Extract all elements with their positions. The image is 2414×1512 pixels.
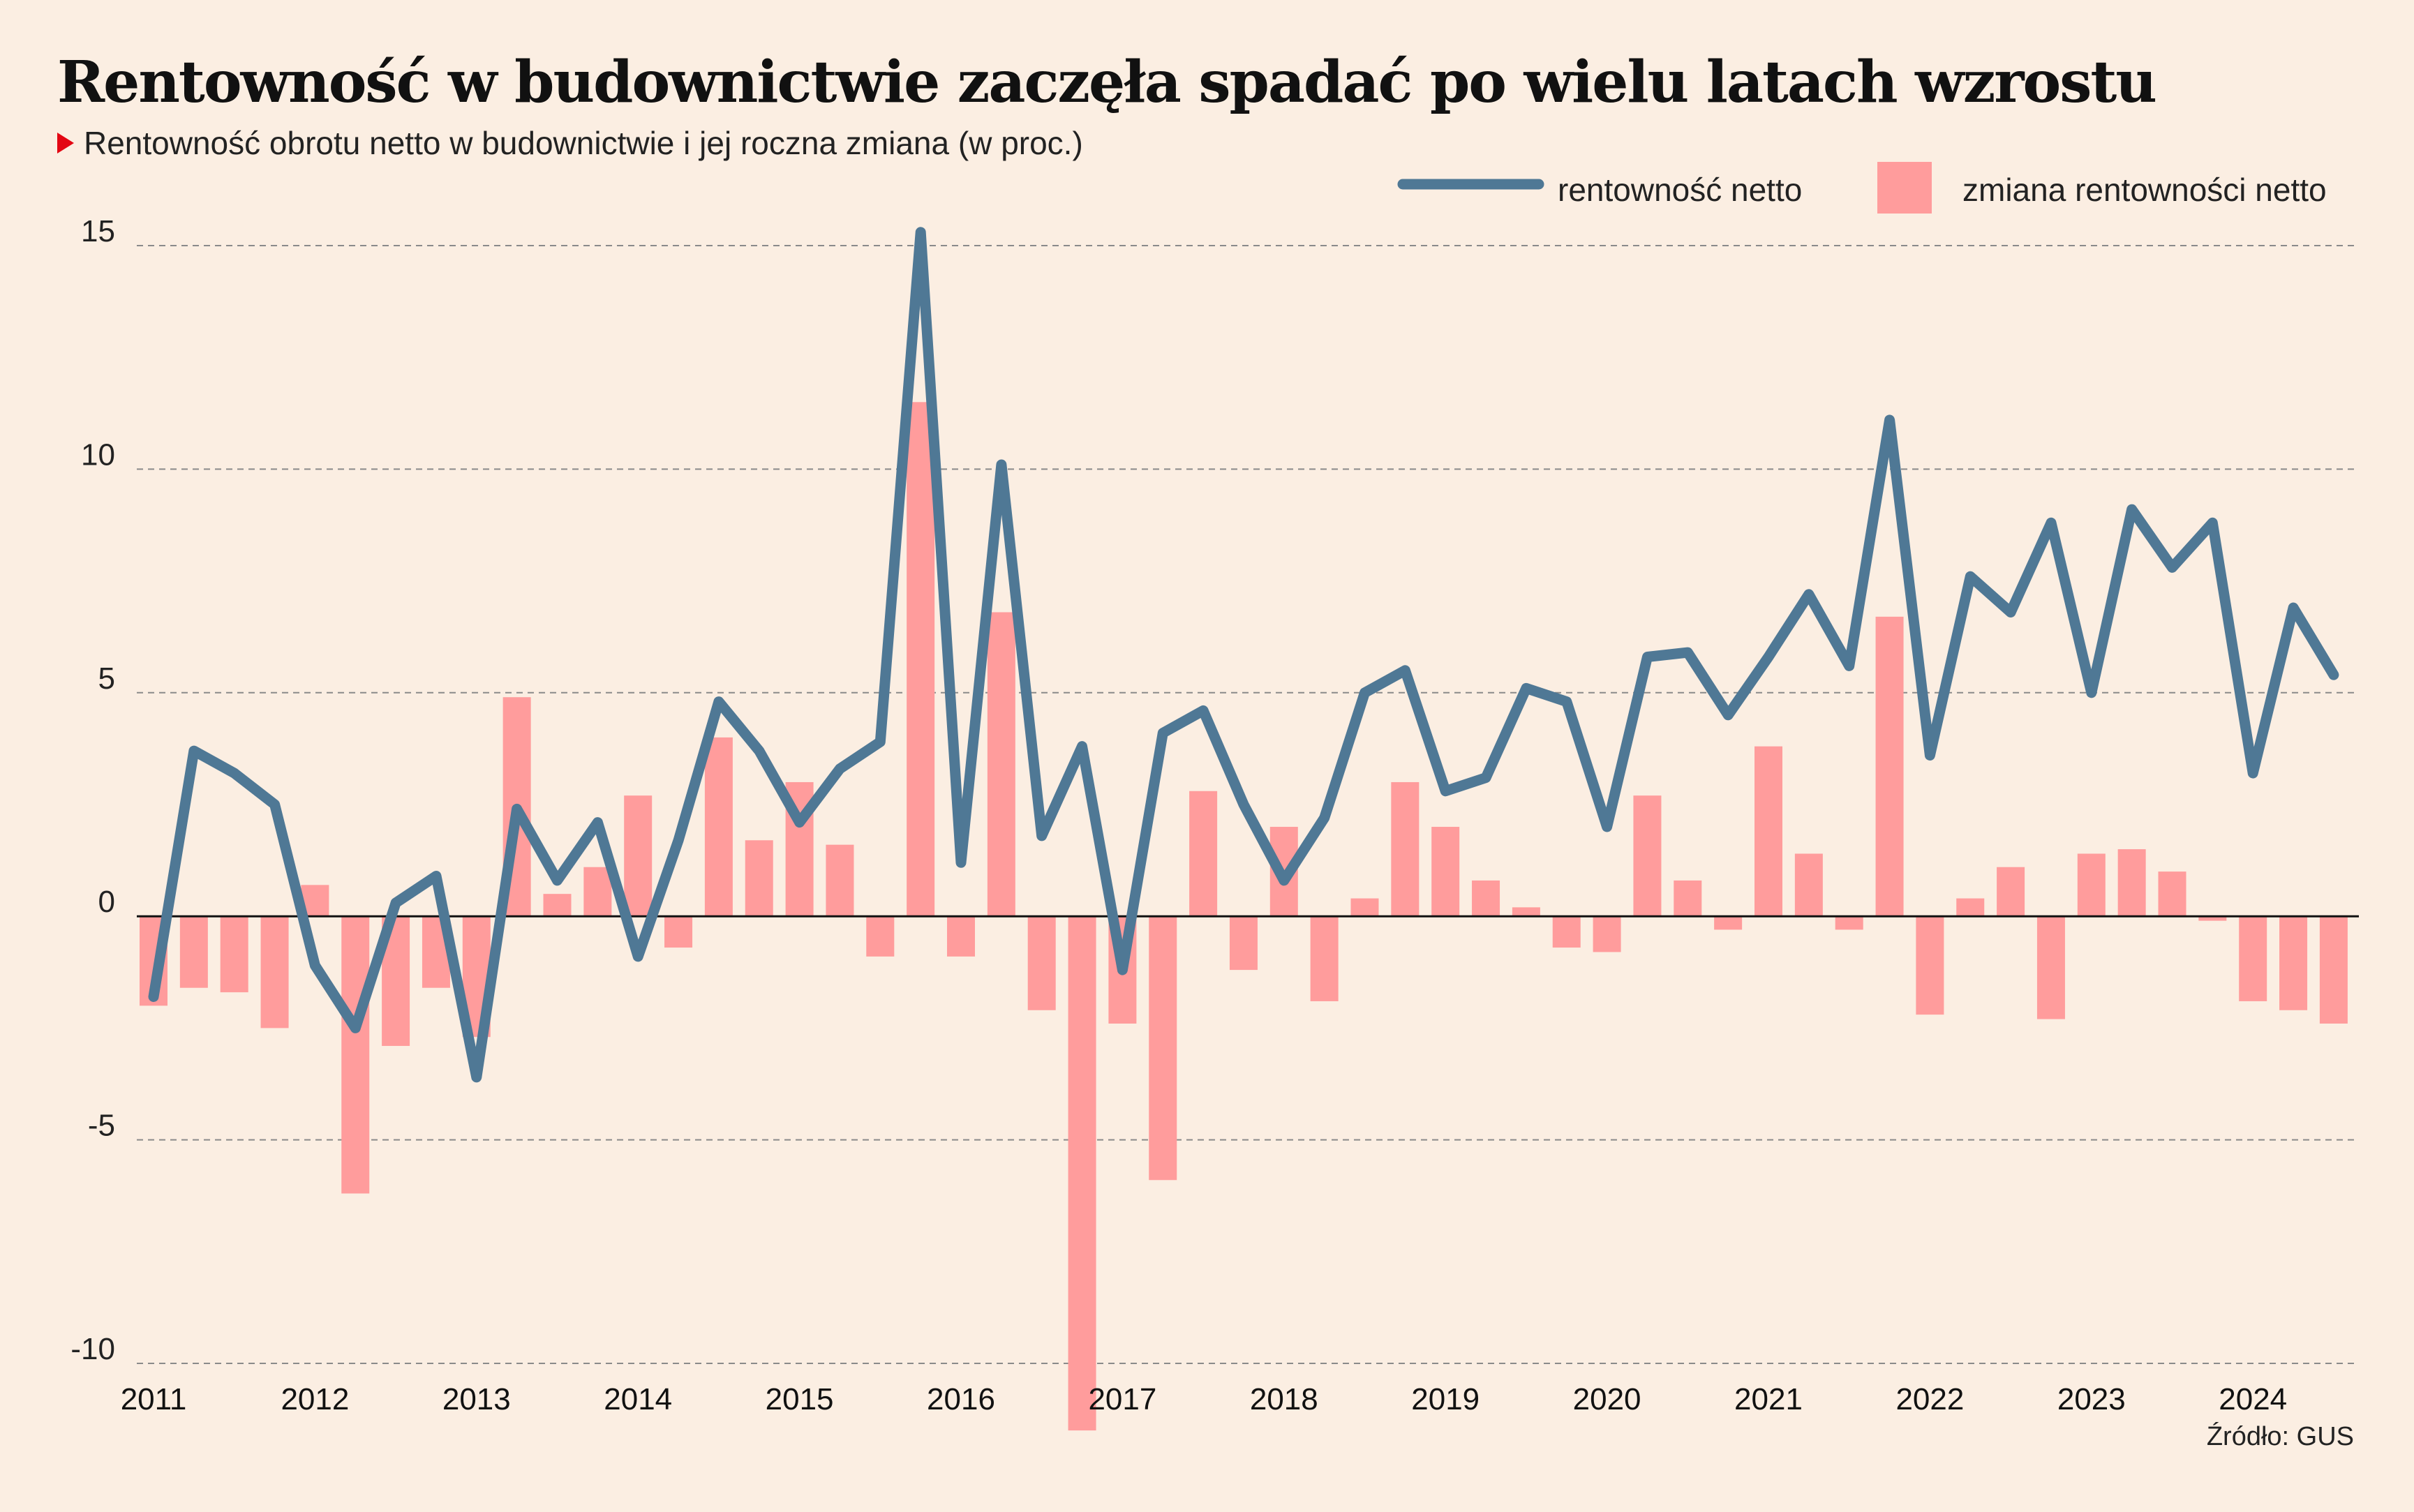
bar: [2279, 916, 2308, 1010]
x-tick-label: 2014: [604, 1382, 672, 1416]
source-note: Źródło: GUS: [2206, 1422, 2354, 1451]
x-tick-label: 2022: [1895, 1382, 1964, 1416]
x-tick-label: 2012: [281, 1382, 349, 1416]
y-tick-label: 15: [81, 214, 115, 248]
x-tick-label: 2020: [1573, 1382, 1641, 1416]
chart-subtitle-text: Rentowność obrotu netto w budownictwie i…: [84, 125, 1083, 161]
bar: [907, 402, 935, 917]
x-axis-ticks: 2011 2012 2013 2014 2015 2016 2017 2018 2019 2020…: [121, 1382, 2287, 1416]
y-tick-label: -10: [70, 1332, 115, 1366]
bar: [704, 737, 733, 917]
bar: [1472, 880, 1500, 917]
bar: [2239, 916, 2267, 1001]
x-tick-label: 2013: [442, 1382, 511, 1416]
bar: [1068, 916, 1096, 1431]
bar: [543, 894, 572, 917]
x-tick-label: 2021: [1734, 1382, 1803, 1416]
bar: [1229, 916, 1258, 971]
bar: [1552, 916, 1581, 948]
y-tick-label: 5: [98, 661, 115, 696]
bar: [947, 916, 975, 957]
bar: [2198, 916, 2227, 921]
x-tick-label: 2018: [1250, 1382, 1318, 1416]
line-series: [148, 227, 2339, 1083]
bar: [1633, 795, 1662, 917]
x-tick-label: 2015: [766, 1382, 834, 1416]
bar: [664, 916, 693, 948]
bar: [179, 916, 208, 988]
bar: [1674, 880, 1702, 917]
legend: rentowność netto zmiana rentowności nett…: [1397, 162, 2327, 214]
bar: [1310, 916, 1339, 1001]
bar: [1391, 781, 1420, 917]
bar: [1754, 746, 1782, 917]
bar: [1916, 916, 1944, 1015]
bar: [1875, 616, 1904, 917]
x-tick-label: 2023: [2057, 1382, 2126, 1416]
legend-line-label: rentowność netto: [1558, 172, 1802, 208]
bar: [1149, 916, 1177, 1181]
x-tick-label: 2016: [927, 1382, 995, 1416]
bar: [1189, 791, 1218, 917]
bar: [2158, 871, 2186, 917]
bar: [1593, 916, 1621, 952]
bar: [583, 867, 612, 917]
x-tick-label: 2017: [1088, 1382, 1156, 1416]
subtitle-marker-icon: [57, 133, 74, 154]
legend-bar-label: zmiana rentowności netto: [1962, 172, 2327, 208]
bar: [220, 916, 248, 993]
bar: [2036, 916, 2065, 1019]
bar: [2077, 853, 2106, 917]
bar: [2117, 849, 2146, 917]
bar: [1794, 853, 1823, 917]
chart-subtitle: Rentowność obrotu netto w budownictwie i…: [57, 124, 1083, 162]
y-axis-ticks: 15 10 5 0 -5 -10: [70, 214, 115, 1366]
x-tick-label: 2024: [2219, 1382, 2287, 1416]
x-tick-label: 2019: [1411, 1382, 1480, 1416]
y-tick-label: -5: [88, 1109, 115, 1143]
bar: [866, 916, 895, 957]
bar: [1997, 867, 2025, 917]
bar: [341, 916, 370, 1194]
bar: [826, 844, 854, 917]
bar-series: [140, 402, 2348, 1431]
bar: [1835, 916, 1863, 930]
chart-title: Rentowność w budownictwie zaczęła spadać…: [57, 49, 2157, 116]
bar: [260, 916, 289, 1028]
bar: [1714, 916, 1743, 930]
grid-lines: [137, 245, 2359, 1364]
legend-bar-swatch: [1877, 162, 1932, 214]
bar: [1350, 898, 1379, 917]
bar: [2319, 916, 2348, 1024]
bar: [1431, 827, 1460, 917]
bar: [1956, 898, 1985, 917]
bar: [1512, 907, 1540, 917]
x-tick-label: 2011: [121, 1382, 187, 1416]
bar: [624, 795, 653, 917]
bar: [745, 840, 773, 917]
y-tick-label: 10: [81, 437, 115, 472]
bar: [987, 612, 1015, 917]
y-tick-label: 0: [98, 885, 115, 919]
bar: [1027, 916, 1056, 1010]
